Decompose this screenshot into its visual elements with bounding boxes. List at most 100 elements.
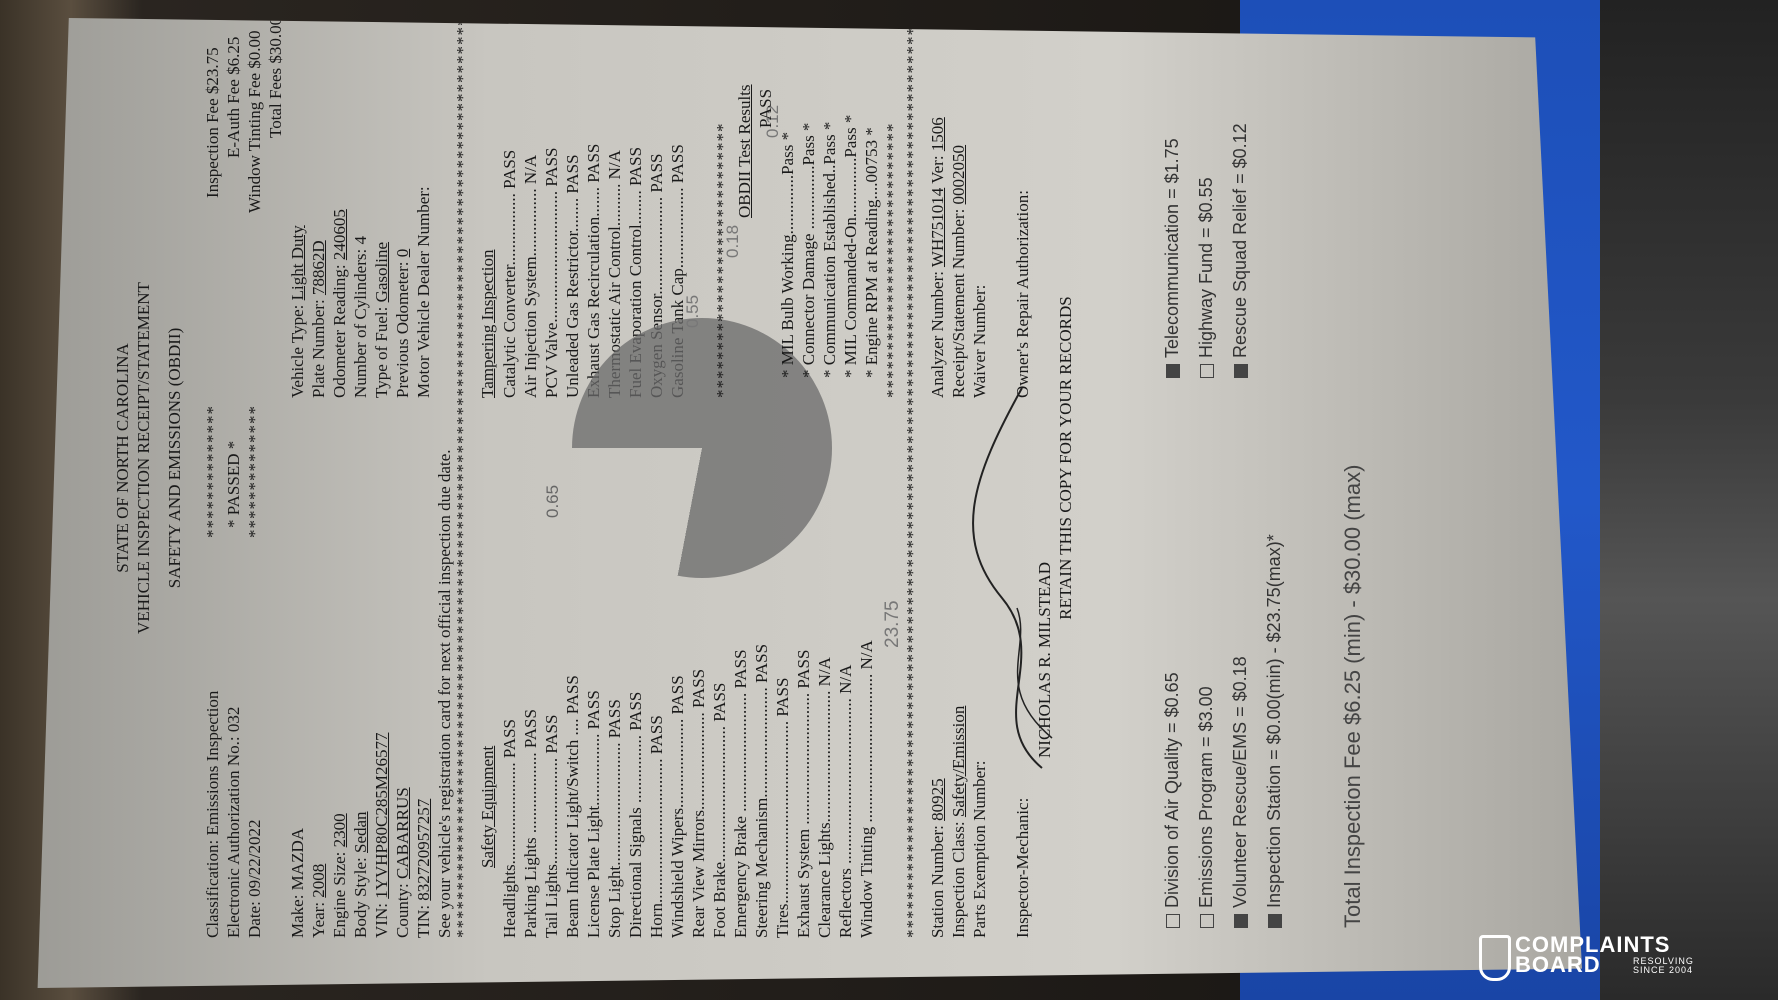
item-result: PASS <box>563 154 582 198</box>
safety-row: Parking Lights ................... PASS <box>520 709 541 938</box>
item-label: Beam Indicator Light/Switch .... <box>563 718 582 938</box>
safety-row: Steering Mechanism......................… <box>751 644 772 938</box>
checkbox-icon <box>1166 914 1181 928</box>
obd-stars-top: ***************************** <box>713 122 732 399</box>
item-label: Window Tinting .........................… <box>857 673 876 938</box>
fee-breakdown-label: Highway Fund = $0.55 <box>1196 177 1216 358</box>
item-result: PASS <box>626 146 645 191</box>
fee-breakdown-label: Emissions Program = $3.00 <box>1196 686 1216 908</box>
window-tint-fee: Window Tinting Fee $0.00 <box>245 30 264 213</box>
parts-exemption: Parts Exemption Number: <box>970 760 989 938</box>
inspection-fee: Inspection Fee $23.75 <box>203 47 222 198</box>
fee-breakdown-item: Inspection Station = $0.00(min) - $23.75… <box>1264 534 1285 928</box>
obd-row: * Communication Established..Pass * <box>820 121 839 378</box>
item-result: PASS <box>773 677 792 721</box>
item-result: PASS <box>647 715 666 759</box>
fee-breakdown-label: Volunteer Rescue/EMS = $0.18 <box>1230 656 1250 908</box>
checkbox-icon <box>1268 914 1283 928</box>
item-result: PASS <box>563 675 582 719</box>
item-result: PASS <box>542 147 561 191</box>
safety-row: Clearance Lights........................… <box>814 657 835 938</box>
item-result: N/A <box>857 640 876 674</box>
divider-stars-2: ****************************************… <box>903 0 922 938</box>
item-label: Steering Mechanism......................… <box>752 687 771 938</box>
fee-breakdown-item: Telecommunication = $1.75 <box>1162 138 1183 378</box>
fee-breakdown-label: Division of Air Quality = $0.65 <box>1162 672 1182 908</box>
item-result: PASS <box>668 675 687 719</box>
total-fees: Total Fees $30.00 <box>266 16 285 138</box>
obd-row: * Connector Damage ...............Pass * <box>799 122 818 378</box>
total-inspection-fee: Total Inspection Fee $6.25 (min) - $30.0… <box>1340 464 1365 928</box>
station-number: Station Number: 80925 <box>928 778 947 938</box>
vehicle-year: Year: 2008 <box>309 863 328 938</box>
item-label: Exhaust System .........................… <box>794 692 813 938</box>
item-result: PASS <box>752 643 771 688</box>
item-label: Headlights........................ <box>500 762 519 938</box>
stars-top: ************** <box>203 405 222 538</box>
item-label: Emergency Brake ........................… <box>731 692 750 938</box>
cylinders: Number of Cylinders: 4 <box>351 236 370 398</box>
passed-status: * PASSED * <box>224 440 243 528</box>
item-label: Catalytic Converter................. <box>500 193 519 398</box>
item-result: PASS <box>542 714 561 758</box>
item-label: Reflectors .............................… <box>836 698 855 938</box>
vin: VIN: 1YVHP80C285M26577 <box>372 732 391 938</box>
item-result: PASS <box>731 649 750 693</box>
complaints-board-logo: COMPLAINTS BOARD RESOLVING SINCE 2004 <box>1479 932 1693 981</box>
obd-title: OBDII Test Results <box>735 84 754 218</box>
fee-breakdown-item: Rescue Squad Relief = $0.12 <box>1230 123 1251 378</box>
safety-row: Window Tinting .........................… <box>856 640 877 938</box>
item-result: PASS <box>584 690 603 734</box>
safety-title: Safety Equipment <box>478 745 497 868</box>
fuel-type: Type of Fuel: Gasoline <box>372 241 391 398</box>
item-result: PASS <box>500 719 519 763</box>
safety-row: Foot Brake..............................… <box>709 683 730 938</box>
state-title: STATE OF NORTH CAROLINA <box>113 343 132 573</box>
item-label: Windshield Wipers..................... <box>668 718 687 938</box>
item-label: Clearance Lights........................… <box>815 690 834 938</box>
divider-stars: ****************************************… <box>453 0 472 938</box>
inspector-mechanic-label: Inspector-Mechanic: <box>1013 797 1032 938</box>
shield-icon <box>1479 935 1511 981</box>
fee-breakdown-item: Highway Fund = $0.55 <box>1196 177 1217 378</box>
program-title: SAFETY AND EMISSIONS (OBDII) <box>165 327 184 589</box>
safety-row: Rear View Mirrors.......................… <box>688 669 709 938</box>
safety-row: Windshield Wipers..................... P… <box>667 675 688 938</box>
fee-breakdown-item: Emissions Program = $3.00 <box>1196 686 1217 928</box>
item-result: N/A <box>815 657 834 691</box>
item-result: N/A <box>605 150 624 184</box>
tamper-row: Catalytic Converter................. PAS… <box>499 150 520 398</box>
classification: Classification: Emissions Inspection <box>203 690 222 938</box>
logo-line2: BOARD <box>1515 952 1601 977</box>
fee-breakdown-label: Telecommunication = $1.75 <box>1162 138 1182 358</box>
safety-row: Headlights........................ PASS <box>499 719 520 938</box>
checkbox-icon <box>1234 914 1249 928</box>
fee-breakdown-label: Inspection Station = $0.00(min) - $23.75… <box>1264 534 1284 908</box>
item-label: Foot Brake..............................… <box>710 725 729 938</box>
item-result: N/A <box>836 664 855 699</box>
safety-row: Horn.................................. P… <box>646 715 667 938</box>
item-result: PASS <box>647 153 666 197</box>
logo-line1: COMPLAINTS <box>1515 932 1671 957</box>
safety-row: License Plate Light................. PAS… <box>583 690 604 938</box>
fee-breakdown-item: Division of Air Quality = $0.65 <box>1162 672 1183 928</box>
odometer: Odometer Reading: 240605 <box>330 209 349 398</box>
receipt-paper: STATE OF NORTH CAROLINA VEHICLE INSPECTI… <box>37 16 1582 988</box>
tamper-row: Exhaust Gas Recirculation....... PASS <box>583 144 604 398</box>
tamper-title: Tampering Inspection <box>478 249 497 398</box>
fee-breakdown-label: Rescue Squad Relief = $0.12 <box>1230 123 1250 358</box>
checkbox-icon <box>1200 914 1215 928</box>
eauth-fee: E-Auth Fee $6.25 <box>224 36 243 158</box>
fee-breakdown-item: Volunteer Rescue/EMS = $0.18 <box>1230 656 1251 928</box>
item-result: PASS <box>689 668 708 713</box>
item-label: Tail Lights......................... <box>542 757 561 938</box>
item-label: Rear View Mirrors....................... <box>689 712 708 938</box>
county: County: CABARRUS <box>393 787 412 938</box>
safety-row: Stop Light............................. … <box>604 699 625 938</box>
safety-row: Exhaust System .........................… <box>793 650 814 938</box>
item-result: PASS <box>668 144 687 188</box>
item-result: PASS <box>794 649 813 693</box>
checkbox-icon <box>1166 364 1181 378</box>
plate-number: Plate Number: 78862D <box>309 240 328 398</box>
pie-label-b: 0.55 <box>683 294 702 328</box>
